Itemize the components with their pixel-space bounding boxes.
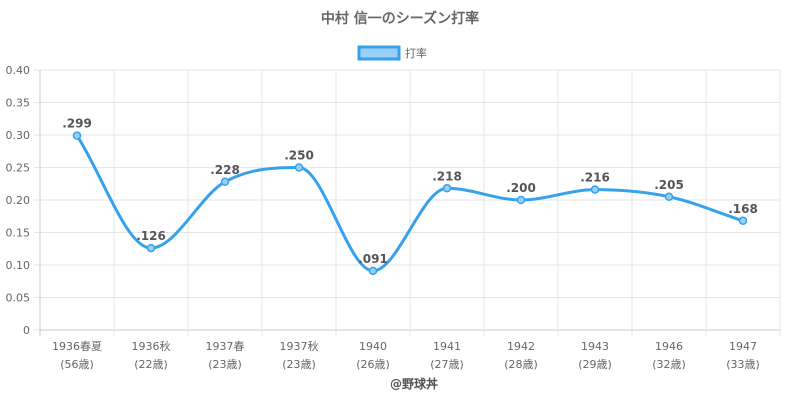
data-point[interactable] — [590, 185, 600, 194]
legend[interactable]: 打率 — [357, 45, 427, 61]
series-line — [75, 134, 744, 273]
data-point[interactable] — [664, 192, 674, 201]
data-label: .091 — [358, 252, 388, 266]
data-label: .228 — [210, 163, 240, 177]
data-label: .205 — [654, 178, 684, 192]
x-tick-label: 1942 — [507, 340, 535, 353]
data-label: .218 — [432, 169, 462, 183]
x-tick-label: 1936春夏 — [52, 340, 102, 353]
data-label: .200 — [506, 181, 536, 195]
y-tick-label: 0.10 — [6, 259, 31, 272]
data-label: .126 — [136, 229, 166, 243]
y-tick-label: 0.40 — [6, 64, 31, 77]
x-tick-label: 1940 — [359, 340, 387, 353]
data-label: .168 — [728, 202, 758, 216]
data-point[interactable] — [220, 177, 230, 187]
x-tick-age-label: (22歳) — [134, 358, 168, 371]
x-tick-age-label: (29歳) — [578, 358, 612, 371]
y-tick-label: 0.05 — [6, 292, 31, 305]
x-tick-age-label: (23歳) — [282, 358, 316, 371]
x-tick-age-label: (56歳) — [60, 358, 94, 371]
series-layer — [72, 131, 748, 276]
x-tick-label: 1937春 — [206, 340, 245, 353]
data-labels: .299 .126 .228 .250 .091 .218 .200 .216 .205 .168 — [62, 117, 758, 266]
y-tick-label: 0.15 — [6, 227, 31, 240]
x-tick-age-label: (33歳) — [726, 358, 760, 371]
x-tick-label: 1937秋 — [280, 339, 319, 353]
credit-text: @野球丼 — [390, 376, 438, 391]
y-tick-label: 0.20 — [6, 194, 31, 207]
y-tick-label: 0.35 — [6, 97, 31, 110]
x-tick-label: 1943 — [581, 340, 609, 353]
legend-label: 打率 — [405, 46, 427, 60]
data-label: .216 — [580, 171, 610, 185]
data-point[interactable] — [738, 216, 748, 226]
grid — [34, 69, 781, 336]
x-tick-age-label: (32歳) — [652, 358, 686, 371]
x-tick-label: 1936秋 — [132, 339, 171, 353]
data-point[interactable] — [442, 184, 452, 193]
chart-title: 中村 信一のシーズン打率 — [321, 10, 479, 27]
y-tick-label: 0 — [23, 324, 30, 337]
axes: 0 0.05 0.10 0.15 0.20 0.25 0.30 0.35 0.40 1936春夏 (… — [6, 64, 760, 371]
data-label: .299 — [62, 117, 92, 131]
data-label: .250 — [284, 149, 314, 163]
x-tick-age-label: (26歳) — [356, 358, 390, 371]
x-tick-label: 1946 — [655, 340, 683, 353]
y-tick-label: 0.25 — [6, 162, 31, 175]
legend-swatch — [357, 45, 401, 61]
data-point[interactable] — [72, 131, 82, 140]
x-tick-label: 1947 — [729, 340, 757, 353]
data-point[interactable] — [294, 163, 304, 172]
x-tick-age-label: (23歳) — [208, 358, 242, 371]
x-tick-age-label: (28歳) — [504, 358, 538, 371]
x-tick-age-label: (27歳) — [430, 358, 464, 371]
x-tick-label: 1941 — [433, 340, 461, 353]
data-point[interactable] — [516, 195, 526, 205]
data-point[interactable] — [368, 266, 378, 276]
y-tick-label: 0.30 — [6, 129, 31, 142]
data-point[interactable] — [146, 243, 156, 253]
